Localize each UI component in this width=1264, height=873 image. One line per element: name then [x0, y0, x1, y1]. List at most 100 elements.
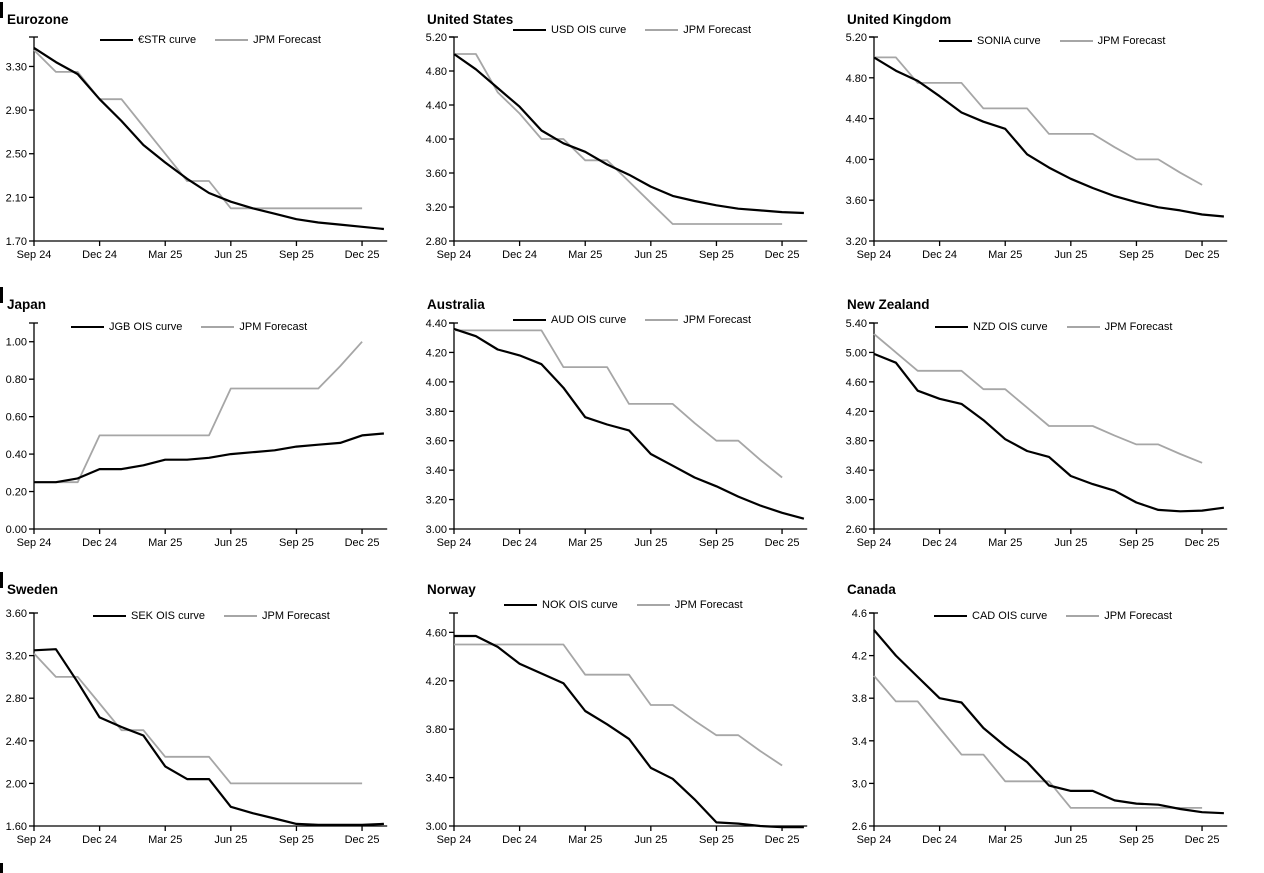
legend-label: NOK OIS curve — [542, 599, 618, 611]
line-chart-canvas: 0.00 0.20 0.40 0.60 0.80 1.00 Sep 24 Dec 24 Mar … — [6, 322, 388, 549]
forecast-line-swatch — [223, 615, 257, 617]
forecast-line-swatch — [215, 39, 249, 41]
line-chart-canvas: 1.60 2.00 2.40 2.80 3.20 3.60 Sep 24 Dec 24 Mar … — [6, 608, 388, 846]
curve-line-swatch — [939, 40, 972, 42]
line-chart-canvas: 3.00 3.40 3.80 4.20 4.60 Sep 24 Dec 24 Mar 25 Ju… — [426, 612, 808, 846]
y-tick-label: 5.00 — [846, 347, 867, 359]
chart-panel-new-zealand: New Zealand NZD OIS curve JPM Forecast 2… — [840, 285, 1264, 570]
chart-panel-eurozone: Eurozone €STR curve JPM Forecast 1.70 2.1… — [0, 0, 420, 285]
chart-panel-united-states: United States USD OIS curve JPM Forecast… — [420, 0, 840, 285]
line-chart-canvas: 2.60 3.00 3.40 3.80 4.20 4.60 5.00 5.40 Sep 24 De… — [846, 318, 1228, 549]
x-tick-label: Jun 25 — [1054, 537, 1087, 549]
chart-legend: CAD OIS curve JPM Forecast — [934, 610, 1172, 622]
x-tick-label: Dec 24 — [82, 537, 117, 549]
y-tick-label: 3.40 — [426, 465, 447, 477]
x-tick-label: Mar 25 — [988, 249, 1022, 261]
y-tick-label: 3.0 — [852, 778, 867, 790]
chart-panel-united-kingdom: United Kingdom SONIA curve JPM Forecast … — [840, 0, 1264, 285]
legend-label: €STR curve — [138, 34, 197, 46]
legend-entry-forecast: JPM Forecast — [215, 34, 321, 46]
x-tick-label: Dec 25 — [1185, 249, 1220, 261]
x-tick-label: Sep 24 — [857, 834, 892, 846]
chart-panel-sweden: Sweden SEK OIS curve JPM Forecast 1.60 2.… — [0, 570, 420, 873]
legend-entry-curve: AUD OIS curve — [513, 314, 626, 326]
y-tick-label: 3.20 — [426, 202, 447, 214]
jpm-forecast-line — [33, 49, 363, 210]
x-tick-label: Sep 24 — [17, 834, 52, 846]
x-tick-label: Dec 25 — [765, 537, 800, 549]
curve-line-swatch — [513, 29, 546, 31]
x-tick-label: Dec 24 — [502, 249, 537, 261]
legend-label: SONIA curve — [977, 35, 1041, 47]
legend-entry-curve: SONIA curve — [939, 35, 1041, 47]
y-tick-label: 5.20 — [426, 32, 447, 44]
forecast-line-swatch — [201, 326, 235, 328]
line-chart-canvas: 3.00 3.20 3.40 3.60 3.80 4.00 4.20 4.40 Sep 24 De… — [426, 318, 808, 549]
y-tick-label: 0.20 — [6, 487, 27, 499]
y-tick-label: 0.00 — [6, 524, 27, 536]
x-tick-label: Sep 24 — [437, 249, 472, 261]
jpm-forecast-line — [454, 643, 783, 767]
chart-panel-canada: Canada CAD OIS curve JPM Forecast 2.6 3.0… — [840, 570, 1264, 873]
legend-label: JPM Forecast — [1104, 321, 1173, 333]
chart-title: United Kingdom — [847, 12, 952, 28]
x-tick-label: Jun 25 — [634, 834, 667, 846]
ois-curve-line — [453, 327, 805, 520]
y-tick-label: 1.70 — [6, 236, 27, 248]
section-marker-bar-partial — [0, 863, 3, 873]
curve-line-swatch — [504, 604, 537, 606]
y-tick-label: 4.40 — [426, 100, 447, 112]
jpm-forecast-line — [454, 329, 783, 479]
x-tick-label: Mar 25 — [148, 537, 182, 549]
x-tick-label: Jun 25 — [214, 834, 247, 846]
x-tick-label: Dec 25 — [765, 834, 800, 846]
legend-entry-forecast: JPM Forecast — [201, 321, 307, 333]
curve-line-swatch — [100, 39, 133, 41]
y-tick-label: 3.40 — [426, 773, 447, 785]
chart-title: Canada — [847, 582, 896, 598]
chart-title: Japan — [7, 297, 47, 313]
x-tick-label: Sep 25 — [699, 249, 734, 261]
chart-panel-norway: Norway NOK OIS curve JPM Forecast 3.00 3.… — [420, 570, 840, 873]
ois-curve-line — [873, 629, 1224, 815]
chart-legend: JGB OIS curve JPM Forecast — [71, 321, 307, 333]
x-tick-label: Mar 25 — [568, 834, 602, 846]
x-tick-label: Sep 25 — [279, 537, 314, 549]
x-tick-label: Dec 24 — [922, 249, 957, 261]
x-tick-label: Dec 24 — [502, 834, 537, 846]
jpm-forecast-line — [34, 341, 363, 484]
curve-line-swatch — [934, 615, 967, 617]
y-tick-label: 2.80 — [6, 693, 27, 705]
y-tick-label: 4.20 — [846, 406, 867, 418]
y-tick-label: 3.20 — [846, 236, 867, 248]
legend-label: CAD OIS curve — [972, 610, 1048, 622]
x-tick-label: Jun 25 — [214, 537, 247, 549]
x-tick-label: Sep 24 — [17, 537, 52, 549]
x-tick-label: Dec 25 — [1185, 537, 1220, 549]
forecast-line-swatch — [1066, 326, 1100, 328]
legend-label: JPM Forecast — [674, 599, 743, 611]
legend-entry-curve: NZD OIS curve — [935, 321, 1048, 333]
jpm-forecast-line — [33, 652, 363, 785]
legend-entry-curve: €STR curve — [100, 34, 196, 46]
ois-curve-line — [34, 432, 384, 484]
y-tick-label: 2.40 — [6, 736, 27, 748]
x-tick-label: Sep 25 — [1119, 834, 1154, 846]
legend-entry-forecast: JPM Forecast — [636, 599, 743, 611]
jpm-forecast-line — [873, 333, 1203, 464]
ois-curve-line — [873, 352, 1225, 513]
jpm-forecast-line — [454, 53, 783, 225]
y-tick-label: 2.60 — [846, 524, 867, 536]
y-tick-label: 1.00 — [6, 337, 27, 349]
legend-label: AUD OIS curve — [551, 314, 627, 326]
legend-label: JPM Forecast — [1104, 610, 1173, 622]
y-tick-label: 3.60 — [6, 608, 27, 620]
y-tick-label: 2.10 — [6, 192, 27, 204]
y-tick-label: 3.80 — [426, 406, 447, 418]
y-tick-label: 4.80 — [846, 73, 867, 85]
x-tick-label: Jun 25 — [634, 249, 667, 261]
chart-legend: SEK OIS curve JPM Forecast — [93, 610, 330, 622]
y-tick-label: 3.8 — [852, 693, 867, 705]
x-tick-label: Sep 24 — [437, 537, 472, 549]
